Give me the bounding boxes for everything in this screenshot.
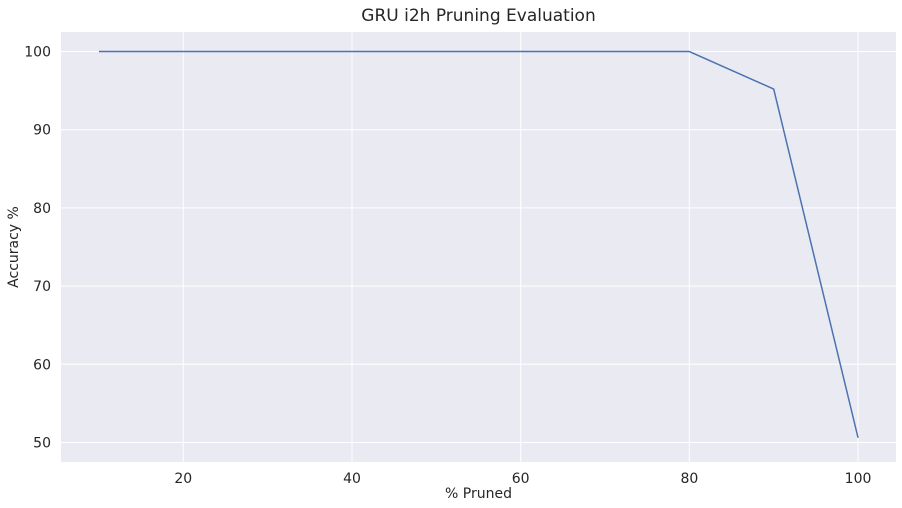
series-line-0 bbox=[98, 50, 859, 438]
chart-title: GRU i2h Pruning Evaluation bbox=[361, 6, 595, 26]
x-axis-label: % Pruned bbox=[445, 486, 512, 502]
y-tick-label: 60 bbox=[33, 357, 51, 373]
series-group bbox=[98, 50, 859, 438]
y-tick-label: 80 bbox=[33, 201, 51, 217]
x-tick-label: 80 bbox=[680, 471, 698, 487]
y-tick-label: 50 bbox=[33, 435, 51, 451]
plot-background bbox=[61, 32, 896, 462]
y-axis-label: Accuracy % bbox=[6, 206, 22, 288]
y-axis-ticks: 50 60 70 80 90 100 bbox=[24, 45, 51, 452]
y-tick-label: 90 bbox=[33, 123, 51, 139]
x-tick-label: 40 bbox=[343, 471, 361, 487]
x-axis-ticks: 20 40 60 80 100 bbox=[174, 471, 871, 487]
x-tick-label: 100 bbox=[845, 471, 872, 487]
y-tick-label: 70 bbox=[33, 279, 51, 295]
x-tick-label: 60 bbox=[512, 471, 530, 487]
x-tick-label: 20 bbox=[174, 471, 192, 487]
y-tick-label: 100 bbox=[24, 45, 51, 61]
